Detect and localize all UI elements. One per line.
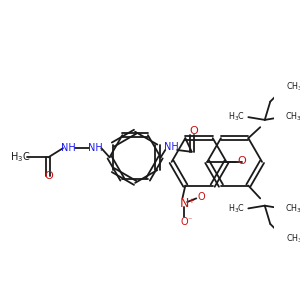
Text: NH: NH: [164, 142, 179, 152]
Text: ⁻: ⁻: [188, 216, 192, 225]
Text: CH$_3$: CH$_3$: [286, 81, 300, 93]
Text: O: O: [197, 193, 205, 202]
Text: O: O: [238, 156, 246, 166]
Text: NH: NH: [61, 143, 76, 153]
Text: O: O: [189, 126, 198, 136]
Text: O: O: [181, 217, 188, 227]
Text: N: N: [180, 197, 189, 210]
Text: H$_3$C: H$_3$C: [228, 202, 245, 215]
Text: NH: NH: [88, 143, 102, 153]
Text: H$_3$C: H$_3$C: [228, 111, 245, 123]
Text: CH$_3$: CH$_3$: [285, 202, 300, 215]
Text: H$_3$C: H$_3$C: [10, 150, 30, 164]
Text: CH$_3$: CH$_3$: [285, 111, 300, 123]
Text: CH$_3$: CH$_3$: [286, 232, 300, 245]
Text: O: O: [44, 171, 53, 181]
Text: +: +: [188, 198, 194, 204]
